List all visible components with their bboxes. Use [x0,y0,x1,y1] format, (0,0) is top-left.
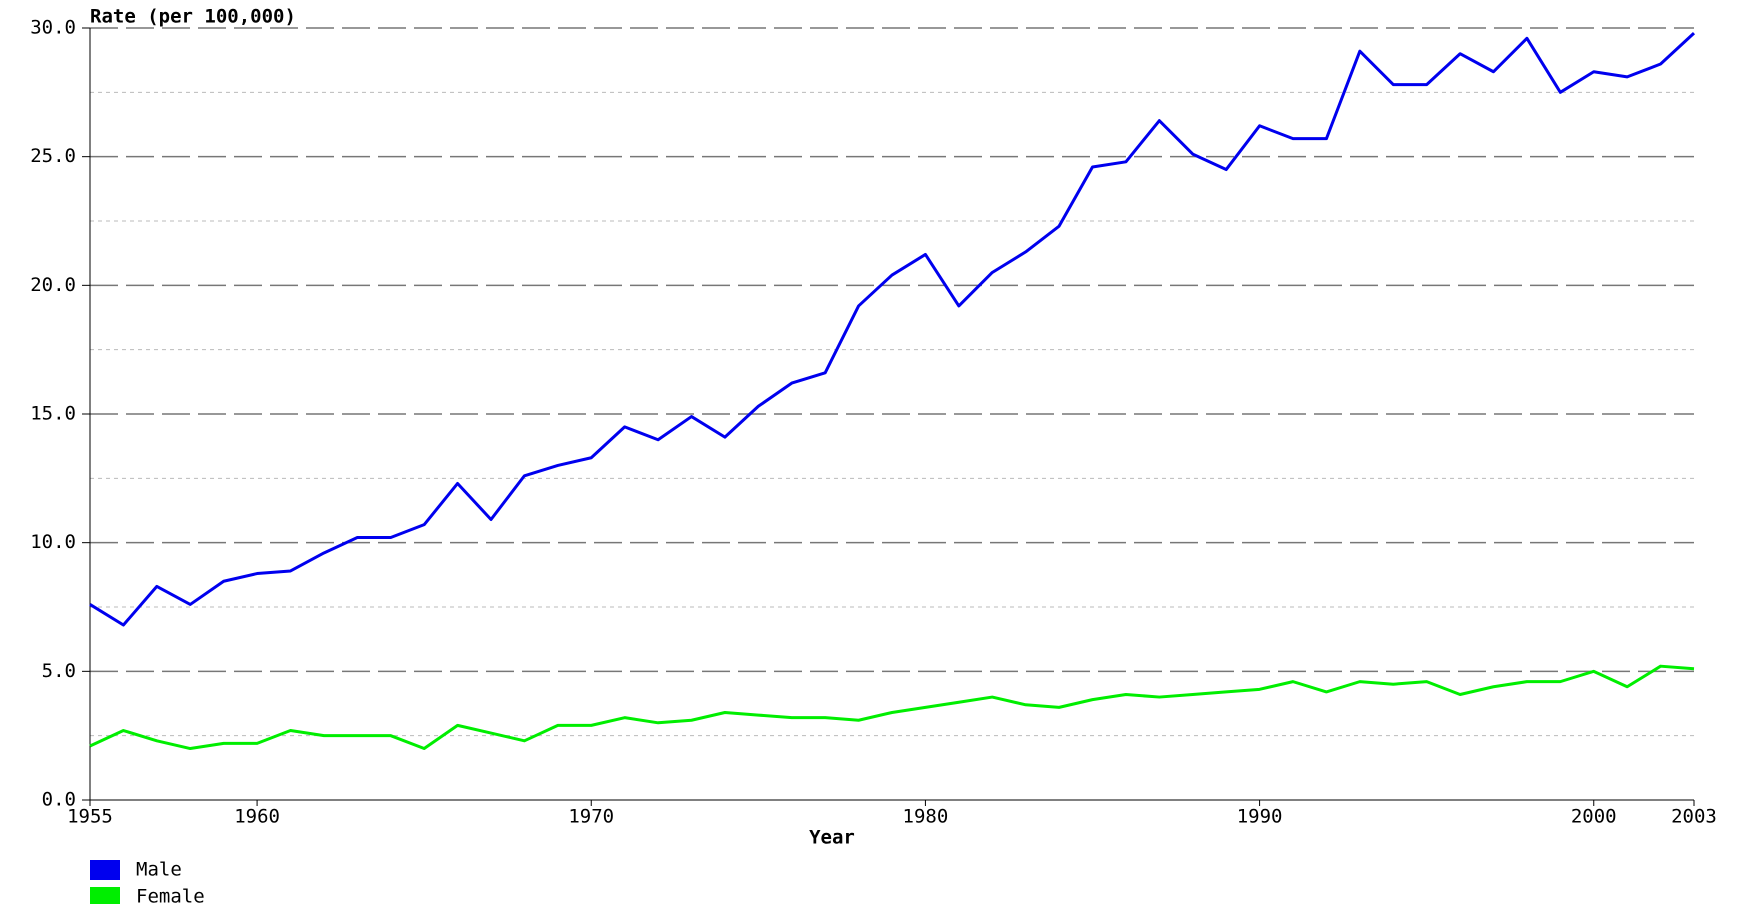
x-tick-label: 1980 [903,806,949,828]
x-tick-label: 1955 [67,806,113,828]
x-tick-label: 1970 [568,806,614,828]
y-tick-label: 15.0 [30,403,76,425]
legend-swatch [90,860,120,880]
y-tick-label: 0.0 [42,789,76,811]
y-axis-label: Rate (per 100,000) [90,6,296,28]
legend-label: Female [136,886,205,904]
legend-swatch [90,887,120,904]
y-tick-label: 20.0 [30,274,76,296]
y-tick-label: 30.0 [30,17,76,39]
x-tick-label: 2000 [1571,806,1617,828]
series-line [89,664,1695,751]
x-tick-label: 1960 [234,806,280,828]
y-tick-label: 5.0 [42,660,76,682]
y-tick-label: 10.0 [30,531,76,553]
y-tick-label: 25.0 [30,145,76,167]
legend-label: Male [136,859,182,881]
x-tick-label: 2003 [1671,806,1717,828]
series-line [89,32,1696,627]
x-tick-label: 1990 [1237,806,1283,828]
x-axis-label: Year [809,827,855,849]
